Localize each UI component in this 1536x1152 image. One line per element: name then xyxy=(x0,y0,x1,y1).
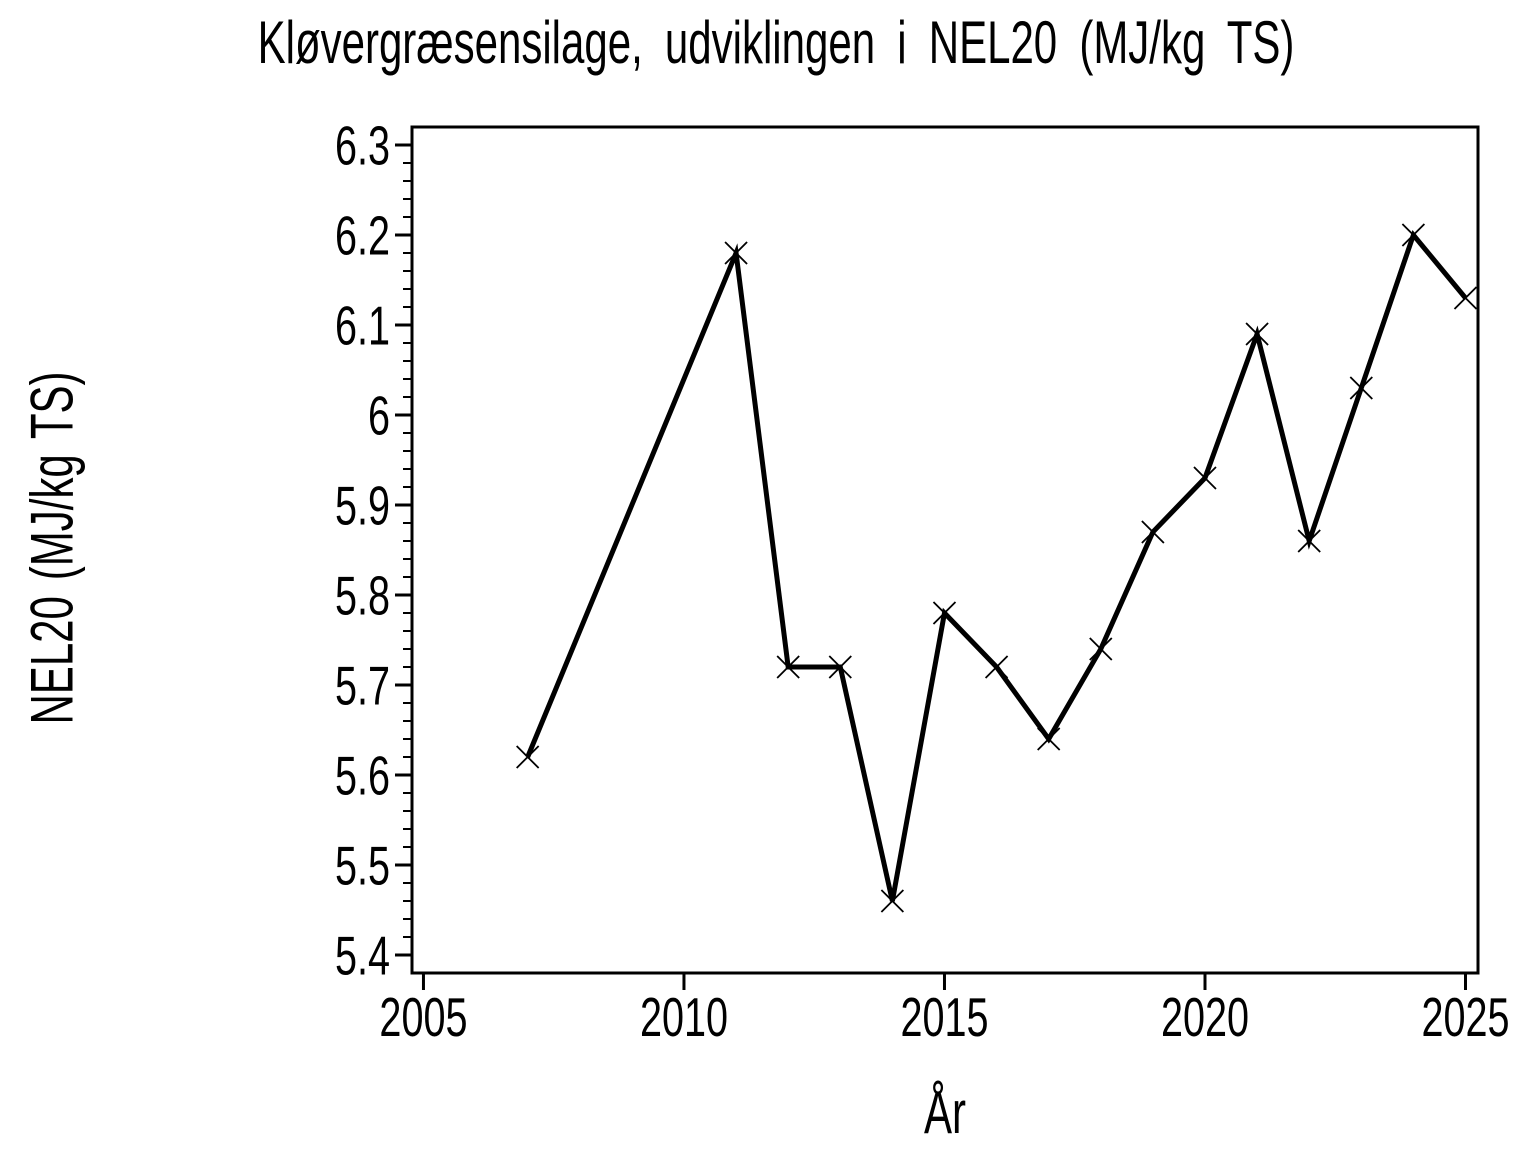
data-point-marker xyxy=(1401,223,1426,247)
data-point-marker xyxy=(1193,466,1217,490)
data-point-marker xyxy=(828,655,852,679)
data-point-marker xyxy=(776,655,800,679)
x-axis-title: År xyxy=(924,1079,966,1146)
data-point-marker xyxy=(516,745,540,769)
y-axis-tick-label: 5.5 xyxy=(335,836,390,897)
x-axis-tick-label: 2015 xyxy=(900,988,988,1049)
y-axis-title: NEL20 (MJ/kg TS) xyxy=(18,371,86,725)
y-axis-tick-label: 6.3 xyxy=(335,116,390,177)
data-point-marker xyxy=(724,241,748,265)
data-point-marker xyxy=(932,601,957,625)
y-axis-tick-label: 5.7 xyxy=(335,656,390,717)
data-point-marker xyxy=(1089,637,1113,661)
data-point-marker xyxy=(1037,727,1061,751)
x-axis-tick-label: 2010 xyxy=(640,988,728,1049)
data-point-marker xyxy=(880,889,905,913)
x-axis-tick-label: 2005 xyxy=(379,988,467,1049)
y-axis-tick-label: 6 xyxy=(368,386,390,447)
y-axis-tick-label: 5.4 xyxy=(335,926,390,987)
data-point-marker xyxy=(984,655,1009,679)
data-point-marker xyxy=(1141,520,1165,544)
x-axis-tick-label: 2020 xyxy=(1161,988,1249,1049)
y-axis-tick-label: 6.2 xyxy=(335,206,390,267)
y-axis-tick-label: 5.8 xyxy=(335,566,390,627)
y-axis-tick-label: 5.6 xyxy=(335,746,390,807)
data-point-marker xyxy=(1453,286,1478,310)
data-point-marker xyxy=(1245,322,1269,346)
chart-title: Kløvergræsensilage, udviklingen i NEL20 … xyxy=(257,9,1295,76)
x-axis-tick-label: 2025 xyxy=(1421,988,1509,1049)
data-point-marker xyxy=(1349,376,1373,400)
y-axis-tick-label: 5.9 xyxy=(335,476,390,537)
y-axis-tick-label: 6.1 xyxy=(335,296,390,357)
series-line xyxy=(525,229,1468,902)
data-point-marker xyxy=(1297,529,1321,553)
